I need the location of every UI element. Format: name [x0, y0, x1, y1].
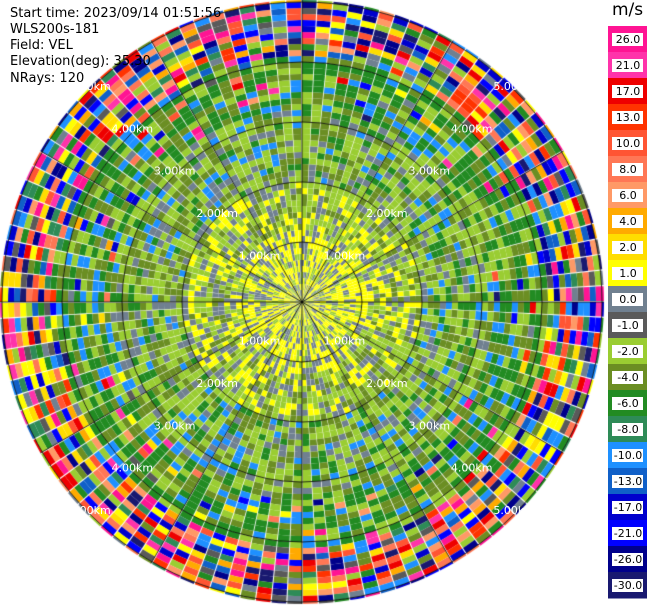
colorbar-tick-label: 0.0 — [619, 293, 637, 306]
range-ring-label: 3.00km — [408, 419, 450, 432]
range-ring-label: 1.00km — [239, 334, 281, 347]
colorbar-tick-label: 10.0 — [616, 137, 641, 150]
nrays-label: NRays: 120 — [10, 71, 85, 86]
colorbar-tick-bg — [612, 33, 643, 46]
colorbar-tick-bg — [612, 189, 643, 202]
colorbar-tick-label: -13.0 — [614, 475, 642, 488]
instrument-label: WLS200s-181 — [10, 22, 100, 37]
range-ring-label: 4.00km — [451, 462, 493, 475]
range-ring-label: 3.00km — [154, 419, 196, 432]
colorbar-tick-label: 1.0 — [619, 267, 637, 280]
range-ring-label: 2.00km — [366, 377, 408, 390]
colorbar-tick-bg — [612, 579, 643, 592]
colorbar-tick-bg — [612, 85, 643, 98]
colorbar-tick-label: -6.0 — [617, 397, 638, 410]
colorbar-tick-bg — [612, 137, 643, 150]
range-ring-label: 3.00km — [408, 165, 450, 178]
colorbar-tick-label: 13.0 — [616, 111, 641, 124]
range-ring-label: 3.00km — [154, 165, 196, 178]
colorbar-tick-label: 8.0 — [619, 163, 637, 176]
colorbar-tick-bg — [612, 163, 643, 176]
range-ring-label: 5.00km — [493, 80, 535, 93]
range-ring-label: 1.00km — [324, 334, 366, 347]
colorbar-tick-label: -26.0 — [614, 553, 642, 566]
range-ring-label: 2.00km — [366, 207, 408, 220]
colorbar-tick-label: 2.0 — [619, 241, 637, 254]
colorbar-tick-bg — [612, 527, 643, 540]
range-ring-label: 4.00km — [112, 462, 154, 475]
colorbar-tick-bg — [612, 475, 643, 488]
colorbar-tick-label: 21.0 — [616, 59, 641, 72]
colorbar-tick-bg — [612, 397, 643, 410]
colorbar: 26.0 21.0 17.0 13.0 10.0 8.0 6.0 4.0 2.0 1.0 0.0 -1… — [608, 26, 647, 599]
colorbar-tick-label: 26.0 — [616, 33, 641, 46]
colorbar-tick-bg — [612, 215, 643, 228]
colorbar-tick-bg — [612, 423, 643, 436]
start-time-label: Start time: 2023/09/14 01:51:56 — [10, 6, 222, 21]
colorbar-tick-bg — [612, 111, 643, 124]
colorbar-tick-label: -17.0 — [614, 501, 642, 514]
colorbar-tick-label: -1.0 — [617, 319, 638, 332]
colorbar-tick-bg — [612, 449, 643, 462]
colorbar-tick-label: 6.0 — [619, 189, 637, 202]
colorbar-tick-bg — [612, 267, 643, 280]
range-ring-label: 2.00km — [196, 207, 238, 220]
colorbar-tick-label: -30.0 — [614, 579, 642, 592]
range-ring-label: 5.00km — [69, 80, 111, 93]
colorbar-tick-label: -2.0 — [617, 345, 638, 358]
colorbar-tick-label: -4.0 — [617, 371, 638, 384]
colorbar-unit: m/s — [612, 0, 644, 20]
colorbar-tick-label: -8.0 — [617, 423, 638, 436]
colorbar-tick-bg — [612, 371, 643, 384]
colorbar-tick-label: -21.0 — [614, 527, 642, 540]
colorbar-tick-bg — [612, 501, 643, 514]
range-ring-label: 2.00km — [196, 377, 238, 390]
colorbar-tick-bg — [612, 241, 643, 254]
colorbar-tick-label: 4.0 — [619, 215, 637, 228]
range-ring-label: 5.00km — [69, 504, 111, 517]
range-ring-label: 5.00km — [493, 504, 535, 517]
colorbar-tick-bg — [612, 59, 643, 72]
range-ring-label: 4.00km — [451, 122, 493, 135]
range-ring-label: 4.00km — [112, 122, 154, 135]
colorbar-tick-bg — [612, 319, 643, 332]
colorbar-tick-bg — [612, 345, 643, 358]
colorbar-tick-bg — [612, 553, 643, 566]
colorbar-tick-bg — [612, 293, 643, 306]
field-label: Field: VEL — [10, 38, 73, 53]
elevation-label: Elevation(deg): 35.30 — [10, 54, 151, 69]
colorbar-tick-label: 17.0 — [616, 85, 641, 98]
colorbar-tick-label: -10.0 — [614, 449, 642, 462]
range-ring-label: 1.00km — [239, 250, 281, 263]
range-ring-label: 1.00km — [324, 250, 366, 263]
